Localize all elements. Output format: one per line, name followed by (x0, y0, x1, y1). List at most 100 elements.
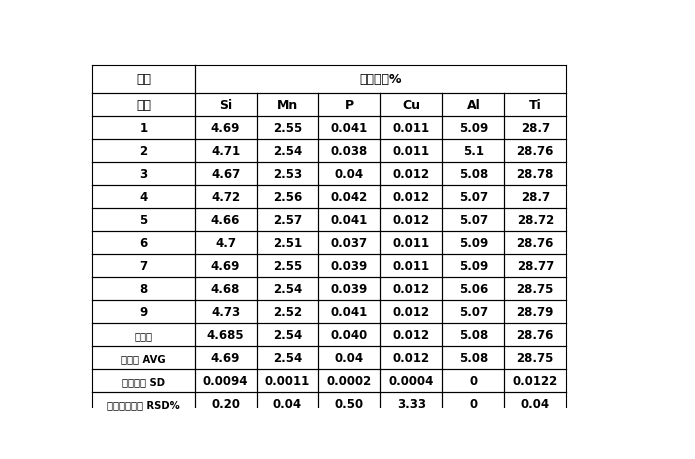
Text: 分析结果%: 分析结果% (359, 73, 402, 86)
Text: 28.72: 28.72 (516, 214, 554, 227)
Text: 0.011: 0.011 (393, 145, 430, 158)
Text: 0.012: 0.012 (393, 352, 430, 364)
Text: P: P (345, 99, 354, 112)
Text: 0.0011: 0.0011 (265, 375, 310, 387)
Text: 相对标准偏差 RSD%: 相对标准偏差 RSD% (107, 399, 180, 409)
Text: 检测: 检测 (136, 73, 151, 86)
Text: Ti: Ti (529, 99, 541, 112)
Text: 2.55: 2.55 (273, 260, 302, 273)
Text: 2.57: 2.57 (273, 214, 302, 227)
Text: 5.07: 5.07 (459, 214, 488, 227)
Text: 28.7: 28.7 (521, 191, 550, 204)
Text: Al: Al (466, 99, 480, 112)
Text: 0.04: 0.04 (273, 397, 302, 411)
Text: 标准偏差 SD: 标准偏差 SD (122, 376, 165, 386)
Text: 4.73: 4.73 (211, 306, 240, 319)
Text: 0.50: 0.50 (335, 397, 364, 411)
Text: 0.012: 0.012 (393, 283, 430, 296)
Text: 0.039: 0.039 (331, 260, 368, 273)
Text: 4.67: 4.67 (211, 168, 240, 181)
Text: 0.011: 0.011 (393, 122, 430, 135)
Text: 4.69: 4.69 (211, 122, 240, 135)
Text: 平均值 AVG: 平均值 AVG (121, 353, 165, 363)
Text: 28.75: 28.75 (516, 283, 554, 296)
Text: 0.20: 0.20 (211, 397, 240, 411)
Text: 28.76: 28.76 (516, 329, 554, 341)
Text: 2.54: 2.54 (273, 145, 302, 158)
Text: 次数: 次数 (136, 99, 151, 112)
Text: 6: 6 (139, 237, 147, 250)
Text: 2.54: 2.54 (273, 283, 302, 296)
Text: 5: 5 (139, 214, 147, 227)
Text: 3.33: 3.33 (397, 397, 426, 411)
Text: 0.012: 0.012 (393, 306, 430, 319)
Text: 0.0004: 0.0004 (389, 375, 434, 387)
Text: 0.041: 0.041 (331, 214, 368, 227)
Text: 28.76: 28.76 (516, 237, 554, 250)
Text: 0.012: 0.012 (393, 191, 430, 204)
Text: 0.0122: 0.0122 (513, 375, 558, 387)
Text: 28.75: 28.75 (516, 352, 554, 364)
Text: 4.685: 4.685 (206, 329, 245, 341)
Text: 0.012: 0.012 (393, 168, 430, 181)
Text: 8: 8 (139, 283, 147, 296)
Text: 28.77: 28.77 (516, 260, 554, 273)
Text: 4.71: 4.71 (211, 145, 240, 158)
Text: 5.08: 5.08 (459, 168, 488, 181)
Text: 0.012: 0.012 (393, 214, 430, 227)
Text: 0.012: 0.012 (393, 329, 430, 341)
Text: 5.07: 5.07 (459, 191, 488, 204)
Text: 4.69: 4.69 (211, 352, 240, 364)
Text: 3: 3 (140, 168, 147, 181)
Text: 4.69: 4.69 (211, 260, 240, 273)
Text: 0: 0 (469, 397, 477, 411)
Text: 0.038: 0.038 (331, 145, 368, 158)
Text: 0.0002: 0.0002 (327, 375, 372, 387)
Text: 28.79: 28.79 (516, 306, 554, 319)
Text: 2.56: 2.56 (273, 191, 302, 204)
Text: 0.0094: 0.0094 (203, 375, 248, 387)
Text: 0.037: 0.037 (331, 237, 368, 250)
Text: 5.09: 5.09 (459, 237, 488, 250)
Text: 2: 2 (140, 145, 147, 158)
Text: 5.07: 5.07 (459, 306, 488, 319)
Text: 0.011: 0.011 (393, 237, 430, 250)
Text: 4: 4 (139, 191, 147, 204)
Text: 0.041: 0.041 (331, 306, 368, 319)
Text: 0.04: 0.04 (521, 397, 550, 411)
Text: 0: 0 (469, 375, 477, 387)
Text: 4.66: 4.66 (211, 214, 240, 227)
Text: 5.08: 5.08 (459, 352, 488, 364)
Text: 5.09: 5.09 (459, 122, 488, 135)
Text: 0.04: 0.04 (335, 352, 364, 364)
Text: Cu: Cu (402, 99, 420, 112)
Text: 4.68: 4.68 (211, 283, 240, 296)
Text: 0.041: 0.041 (331, 122, 368, 135)
Text: Si: Si (219, 99, 232, 112)
Text: Mn: Mn (277, 99, 298, 112)
Text: 9: 9 (139, 306, 147, 319)
Text: 28.7: 28.7 (521, 122, 550, 135)
Text: 28.78: 28.78 (516, 168, 554, 181)
Text: 5.1: 5.1 (463, 145, 484, 158)
Text: 0.042: 0.042 (331, 191, 368, 204)
Text: 5.08: 5.08 (459, 329, 488, 341)
Text: 2.52: 2.52 (273, 306, 302, 319)
Text: 5.06: 5.06 (459, 283, 488, 296)
Text: 0.011: 0.011 (393, 260, 430, 273)
Text: 5.09: 5.09 (459, 260, 488, 273)
Text: 0.04: 0.04 (335, 168, 364, 181)
Text: 2.55: 2.55 (273, 122, 302, 135)
Text: 4.72: 4.72 (211, 191, 240, 204)
Text: 7: 7 (140, 260, 147, 273)
Text: 2.54: 2.54 (273, 329, 302, 341)
Text: 28.76: 28.76 (516, 145, 554, 158)
Text: 2.51: 2.51 (273, 237, 302, 250)
Text: 2.54: 2.54 (273, 352, 302, 364)
Text: 2.53: 2.53 (273, 168, 302, 181)
Text: 0.039: 0.039 (331, 283, 368, 296)
Text: 1: 1 (140, 122, 147, 135)
Text: 4.7: 4.7 (215, 237, 236, 250)
Text: 标准值: 标准值 (134, 330, 152, 340)
Text: 0.040: 0.040 (331, 329, 368, 341)
